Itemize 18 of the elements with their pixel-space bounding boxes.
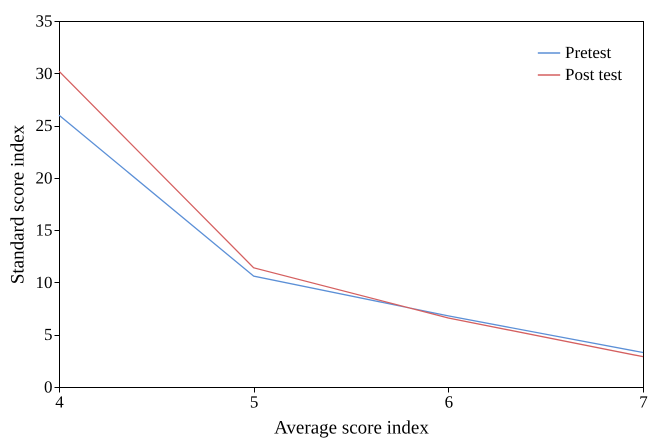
x-tick-label: 7 [639, 392, 648, 412]
x-axis-title: Average score index [274, 418, 430, 438]
line-series [58, 70, 644, 358]
y-axis-title: Standard score index [8, 124, 28, 284]
y-tick-label: 5 [44, 325, 52, 344]
y-tick-label: 20 [36, 168, 52, 188]
x-tick-label: 6 [444, 392, 454, 412]
y-tick-label: 0 [44, 378, 52, 396]
y-tick-label: 15 [36, 220, 52, 240]
x-tick-label: 5 [250, 392, 258, 412]
legend-label: Post test [565, 65, 622, 84]
y-tick-label: 10 [36, 272, 52, 292]
y-tick-label: 35 [36, 12, 52, 30]
y-tick-label: 30 [36, 64, 52, 83]
legend-label: Pretest [565, 43, 612, 62]
x-tick-label: 4 [55, 392, 64, 412]
line-series [58, 114, 644, 354]
y-tick-label: 25 [36, 116, 52, 136]
